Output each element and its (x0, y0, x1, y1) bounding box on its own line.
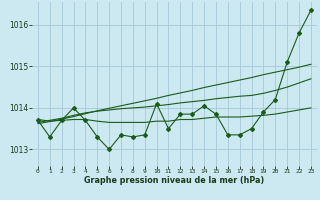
X-axis label: Graphe pression niveau de la mer (hPa): Graphe pression niveau de la mer (hPa) (84, 176, 265, 185)
